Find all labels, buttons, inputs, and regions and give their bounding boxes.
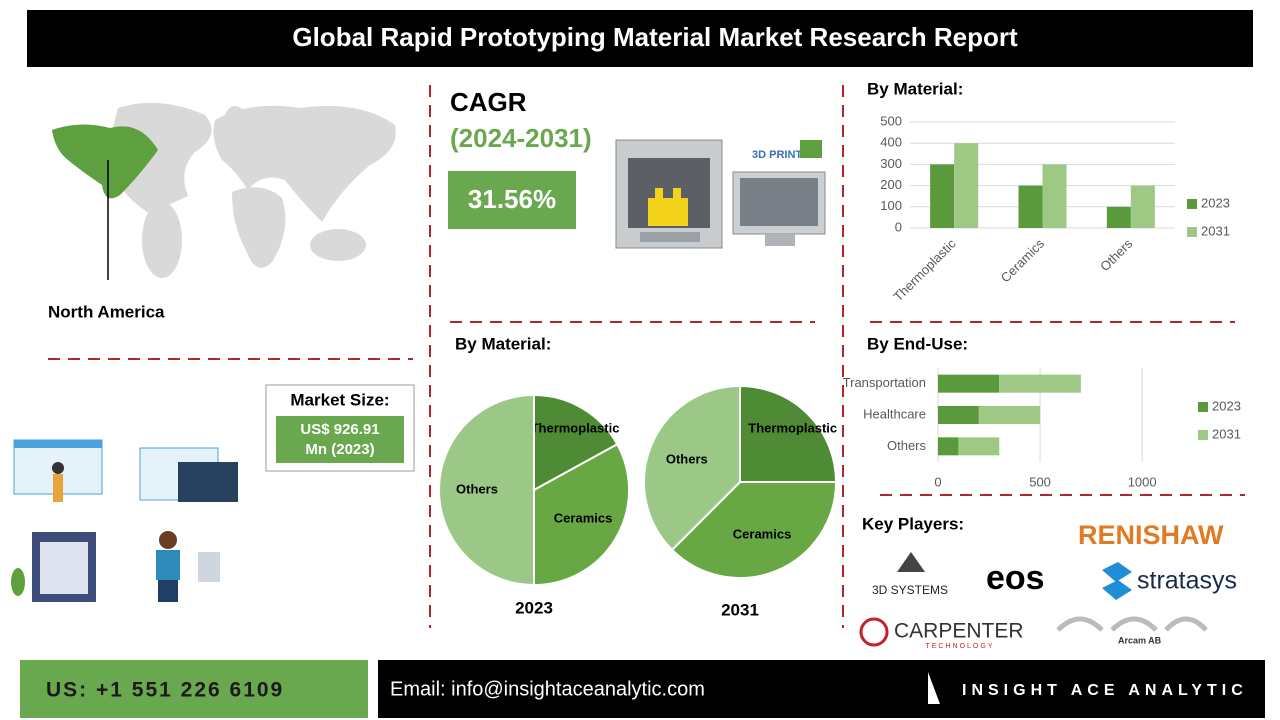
bar [938,406,979,424]
x-tick-label: 1000 [1128,474,1157,489]
x-tick-label: 0 [934,474,941,489]
world-map [52,102,396,278]
pie-year: 2023 [515,598,553,617]
cagr-value: 31.56% [468,184,556,214]
y-tick-label: 500 [880,113,902,128]
bar [978,406,1041,424]
slice-label: Thermoplastic [748,421,837,436]
logo: eos [986,559,1045,597]
market-size-value-box [276,416,404,463]
logo: stratasys [1137,567,1237,595]
footer-brand: INSIGHT ACE ANALYTIC [962,682,1248,699]
page-title: Global Rapid Prototyping Material Market… [292,22,1018,52]
logo: 3D SYSTEMS [872,583,948,597]
legend-label: 2031 [1201,223,1230,238]
y-tick-label: Healthcare [863,406,926,421]
market-size-value: US$ 926.91 [300,421,379,438]
printer-illustration: 3D PRINTER [615,139,826,249]
logos: RENISHAW 3D SYSTEMS eos stratasys CARPEN… [859,520,1237,650]
slice-label: Thermoplastic [531,420,620,435]
cagr-box [448,171,576,229]
slice-label: Ceramics [554,510,613,525]
bar [930,164,955,228]
y-tick-label: 300 [880,156,902,171]
pie-slice [533,393,619,492]
legend-swatch [1187,227,1197,237]
y-tick-label: 200 [880,177,902,192]
x-tick-label: Others [1097,236,1136,275]
logo: RENISHAW [1078,520,1224,550]
x-tick-label: 500 [1029,474,1051,489]
y-tick-label: 0 [895,219,902,234]
y-tick-label: 400 [880,135,902,150]
market-size-unit: Mn (2023) [305,441,374,458]
slice-label: Others [666,451,708,466]
y-tick-label: Transportation [843,375,926,390]
pie-slice [533,442,630,587]
legend-label: 2031 [1212,426,1241,441]
x-tick-label: Ceramics [998,236,1048,286]
bar [958,437,1000,456]
bar [938,374,1000,393]
header-bar [27,10,1253,67]
bar [1042,164,1067,228]
chart-title: By Material: [867,79,963,98]
slice-label: Others [456,481,498,496]
y-tick-label: Others [887,438,927,453]
footer-phone: US: +1 551 226 6109 [46,679,284,702]
bar [1018,185,1043,228]
legend-swatch [1198,402,1208,412]
slice-label: Ceramics [733,527,792,542]
cagr-label: CAGR [450,87,527,117]
region-label: North America [48,302,165,321]
bar [938,437,959,456]
footer-phone-box [20,660,368,718]
pie-slice [643,384,741,552]
bar [999,374,1081,393]
chart-title: By Material: [455,334,551,353]
separators [48,85,1245,628]
bar [1130,185,1155,228]
x-tick-label: Thermoplastic [890,236,959,305]
pie-slice [670,481,838,579]
legend-swatch [1198,430,1208,440]
footer-bar [378,660,1265,718]
market-size-label: Market Size: [290,390,389,409]
pie-slice [438,393,535,587]
legend-swatch [1187,199,1197,209]
cagr-period: (2024-2031) [450,123,592,153]
logo: Arcam AB [1118,635,1162,645]
pie-year: 2031 [721,600,759,619]
bar [954,143,979,228]
people-illustration [11,439,238,602]
pie-slice [739,384,838,483]
legend-label: 2023 [1201,195,1230,210]
logo: CARPENTER [894,620,1024,643]
chart-title: By End-Use: [867,334,968,353]
legend-label: 2023 [1212,398,1241,413]
logo: TECHNOLOGY [925,643,994,650]
bar [1106,206,1131,228]
y-tick-label: 100 [880,198,902,213]
key-players-label: Key Players: [862,514,964,533]
brand-icon [928,672,940,704]
footer-email: Email: info@insightaceanalytic.com [390,678,705,700]
